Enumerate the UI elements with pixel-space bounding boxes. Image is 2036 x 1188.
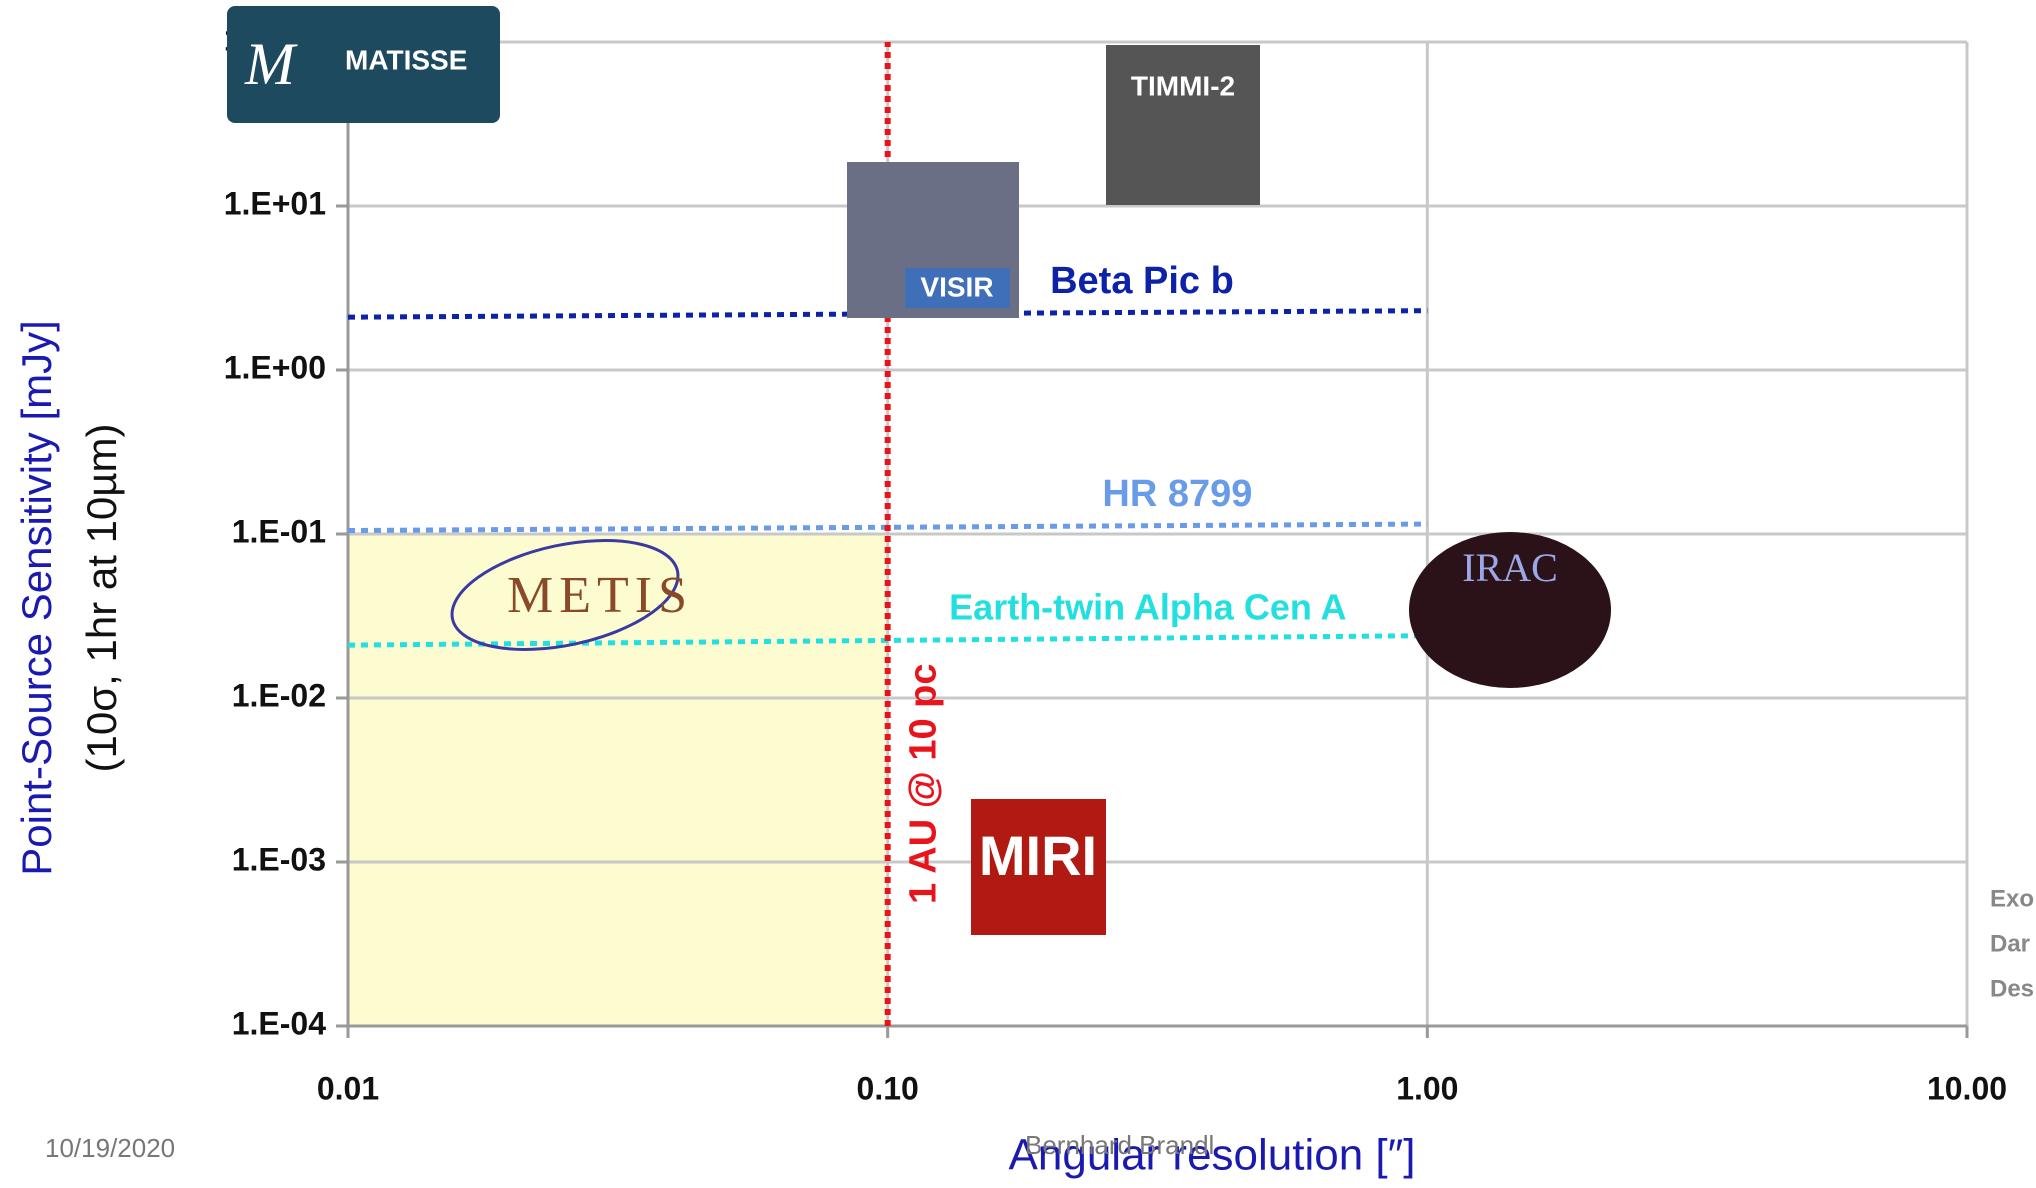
- y-tick-label: 1.E-02: [232, 677, 326, 713]
- series-label: Earth-twin Alpha Cen A: [949, 586, 1346, 627]
- logo-glyph: M: [244, 31, 298, 97]
- y-tick-label: 1.E-03: [232, 841, 326, 877]
- logo-text: IRAC: [1462, 545, 1558, 590]
- x-tick-label: 1.00: [1396, 1070, 1458, 1106]
- side-text: Des: [1990, 975, 2034, 1002]
- y-axis-subtitle: (10σ, 1hr at 10µm): [78, 424, 125, 773]
- chart: 1.E-041.E-031.E-021.E-011.E+001.E+011.E+…: [0, 0, 2036, 1188]
- y-axis-title: Point-Source Sensitivity [mJy]: [13, 320, 60, 876]
- timmi-logo: [1106, 45, 1260, 205]
- x-tick-label: 0.10: [857, 1070, 919, 1106]
- author: Bernhard Brandl: [1025, 1130, 1214, 1160]
- x-tick-label: 10.00: [1927, 1070, 2007, 1106]
- side-text: Exo: [1990, 885, 2034, 912]
- side-text: Dar: [1990, 930, 2030, 957]
- logo-text: MIRI: [979, 824, 1097, 887]
- logo-text: MATISSE: [345, 44, 467, 75]
- y-tick-label: 1.E-01: [232, 513, 326, 549]
- series-label: Beta Pic b: [1050, 260, 1234, 302]
- y-tick-label: 1.E-04: [232, 1005, 326, 1041]
- y-tick-label: 1.E+00: [224, 349, 326, 385]
- y-tick-label: 1.E+01: [224, 185, 326, 221]
- logo-text: TIMMI-2: [1131, 70, 1235, 101]
- metis-label: METIS: [507, 567, 693, 624]
- series-label: 1 AU @ 10 pc: [903, 663, 945, 904]
- x-tick-label: 0.01: [317, 1070, 379, 1106]
- series-label: HR 8799: [1102, 473, 1252, 515]
- logo-text: VISIR: [920, 271, 993, 302]
- date: 10/19/2020: [45, 1133, 175, 1163]
